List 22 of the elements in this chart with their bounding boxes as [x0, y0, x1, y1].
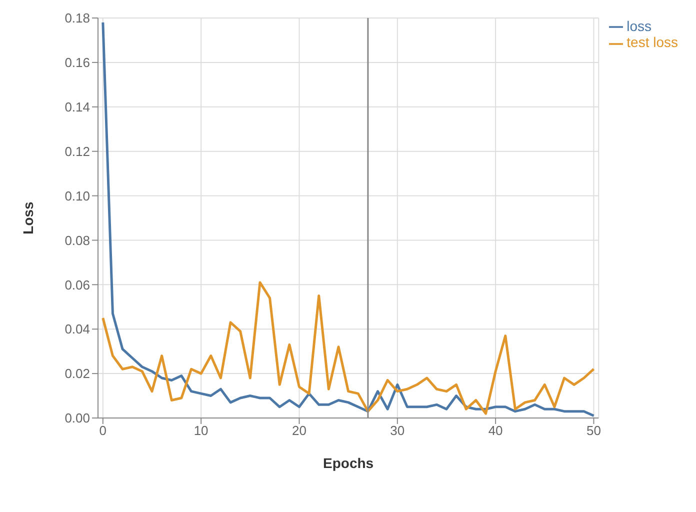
- y-tick-label: 0.12: [64, 144, 90, 159]
- y-tick-label: 0.06: [64, 277, 90, 292]
- y-axis-title: Loss: [20, 201, 36, 234]
- y-tick-label: 0.18: [64, 10, 90, 26]
- x-axis-title: Epochs: [323, 455, 374, 471]
- legend-label: loss: [626, 18, 652, 34]
- legend-label: test loss: [626, 34, 678, 50]
- x-tick-label: 10: [194, 423, 208, 438]
- y-tick-label: 0.08: [64, 232, 90, 248]
- y-tick-label: 0.14: [64, 100, 90, 115]
- y-tick-label: 0.10: [64, 188, 90, 204]
- x-tick-label: 30: [390, 423, 405, 438]
- x-tick-label: 0: [99, 423, 107, 438]
- line-series: [102, 281, 595, 415]
- x-tick-label: 20: [292, 423, 306, 438]
- y-tick-label: 0.04: [64, 322, 90, 337]
- x-tick-label: 40: [488, 423, 503, 438]
- y-tick-label: 0.00: [64, 410, 90, 426]
- line-series: [102, 21, 595, 418]
- y-tick-label: 0.16: [64, 55, 90, 70]
- y-tick-label: 0.02: [64, 366, 90, 382]
- x-tick-label: 50: [586, 423, 601, 438]
